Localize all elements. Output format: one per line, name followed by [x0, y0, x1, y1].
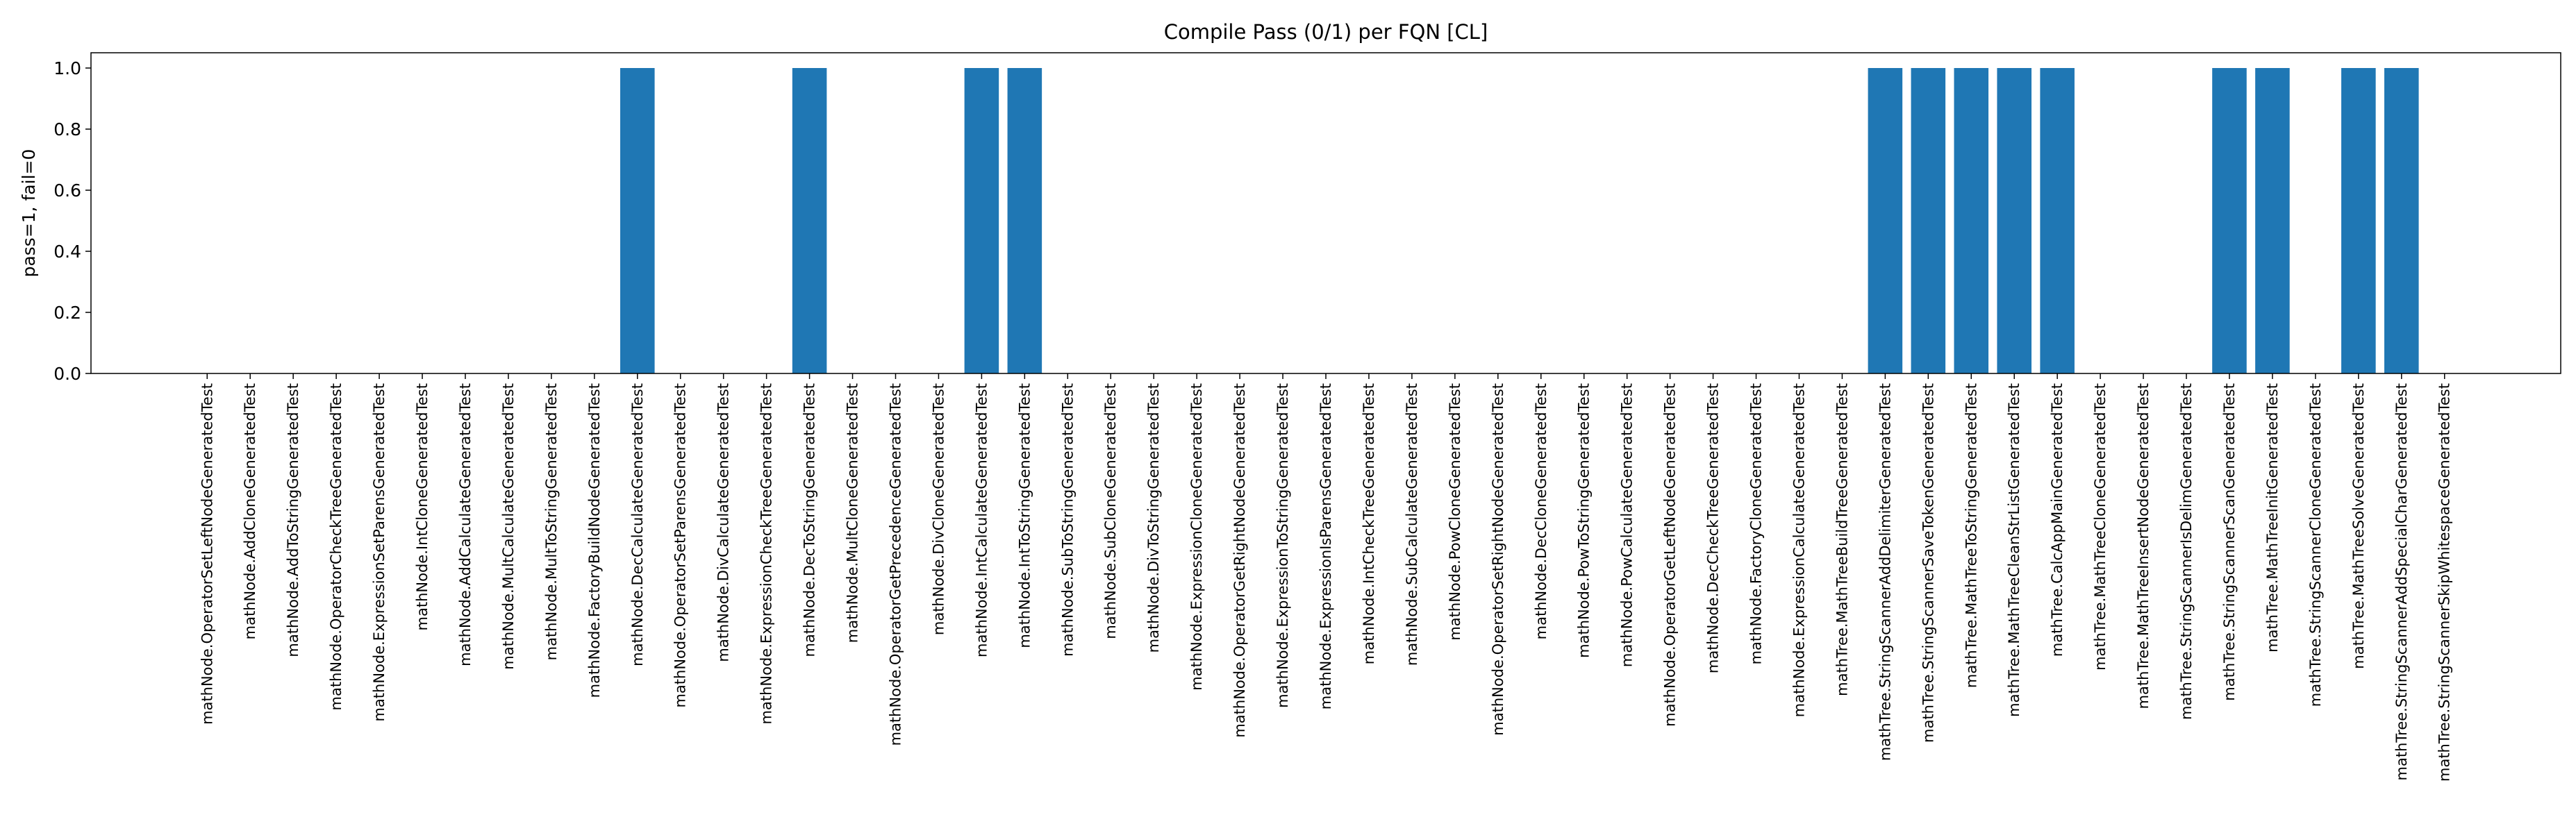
x-tick-label: mathNode.OperatorGetPrecedenceGeneratedT…: [887, 383, 904, 746]
x-tick-label: mathNode.DivCalculateGeneratedTest: [715, 383, 732, 662]
x-tick-label: mathNode.MultCloneGeneratedTest: [845, 383, 861, 643]
x-tick-label: mathNode.IntCloneGeneratedTest: [414, 383, 431, 630]
x-tick-label: mathTree.StringScannerAddDelimiterGenera…: [1877, 383, 1893, 761]
y-tick-label: 1.0: [53, 58, 81, 78]
x-tick-label: mathNode.IntCheckTreeGeneratedTest: [1361, 383, 1377, 664]
x-tick-label: mathNode.MultToStringGeneratedTest: [543, 383, 560, 660]
x-tick-label: mathTree.StringScannerCloneGeneratedTest: [2307, 383, 2324, 707]
bars-layer: [620, 68, 2419, 373]
x-tick-label: mathTree.StringScannerSaveTokenGenerated…: [1920, 383, 1936, 743]
y-tick-label: 0.6: [53, 180, 81, 201]
x-tick-label: mathNode.PowCalculateGeneratedTest: [1619, 383, 1636, 667]
bar-19: [964, 68, 999, 373]
x-tick-label: mathNode.AddCalculateGeneratedTest: [457, 383, 474, 666]
y-axis-ticks: 0.0 0.2 0.4 0.6 0.8 1.0: [53, 58, 91, 384]
y-tick-label: 0.0: [53, 364, 81, 384]
x-tick-label: mathNode.DivToStringGeneratedTest: [1145, 383, 1162, 653]
x-tick-label: mathTree.MathTreeCleanStrListGeneratedTe…: [2006, 383, 2022, 717]
x-tick-label: mathNode.AddCloneGeneratedTest: [242, 383, 258, 639]
x-tick-label: mathNode.ExpressionSetParensGeneratedTes…: [371, 383, 388, 722]
bar-52: [2384, 68, 2419, 373]
x-tick-label: mathNode.ExpressionCalculateGeneratedTes…: [1790, 383, 1807, 717]
x-tick-label: mathTree.MathTreeSolveGeneratedTest: [2350, 383, 2367, 669]
x-tick-label: mathTree.StringScannerIsDelimGeneratedTe…: [2178, 383, 2195, 720]
x-tick-label: mathNode.OperatorCheckTreeGeneratedTest: [328, 383, 344, 710]
x-tick-label: mathNode.OperatorSetLeftNodeGeneratedTes…: [199, 383, 215, 725]
x-axis-ticks: mathNode.OperatorSetLeftNodeGeneratedTes…: [199, 373, 2453, 782]
x-tick-label: mathTree.StringScannerAddSpecialCharGene…: [2393, 383, 2410, 780]
x-tick-label: mathNode.SubToStringGeneratedTest: [1059, 383, 1076, 657]
x-tick-label: mathTree.CalcAppMainGeneratedTest: [2049, 383, 2066, 657]
bar-43: [1997, 68, 2031, 373]
bar-15: [792, 68, 827, 373]
x-tick-label: mathNode.DecCloneGeneratedTest: [1533, 383, 1549, 639]
x-tick-label: mathNode.OperatorSetRightNodeGeneratedTe…: [1490, 383, 1506, 736]
x-tick-label: mathTree.StringScannerSkipWhitespaceGene…: [2436, 383, 2453, 782]
x-tick-label: mathNode.PowToStringGeneratedTest: [1576, 383, 1593, 658]
bar-42: [1954, 68, 1989, 373]
x-tick-label: mathNode.SubCalculateGeneratedTest: [1404, 383, 1420, 666]
y-axis-label: pass=1, fail=0: [19, 149, 39, 278]
x-tick-label: mathTree.MathTreeBuildTreeGeneratedTest: [1834, 383, 1850, 696]
y-tick-label: 0.4: [53, 242, 81, 262]
bar-40: [1868, 68, 1903, 373]
x-tick-label: mathTree.MathTreeToStringGeneratedTest: [1963, 383, 1979, 688]
x-tick-label: mathNode.ExpressionCheckTreeGeneratedTes…: [758, 383, 775, 724]
x-tick-label: mathNode.FactoryBuildNodeGeneratedTest: [586, 383, 603, 698]
chart-title: Compile Pass (0/1) per FQN [CL]: [1164, 20, 1488, 44]
bar-41: [1911, 68, 1946, 373]
x-tick-label: mathTree.MathTreeInitGeneratedTest: [2264, 383, 2281, 653]
bar-49: [2255, 68, 2290, 373]
x-tick-label: mathNode.DecCalculateGeneratedTest: [629, 383, 646, 666]
bar-48: [2212, 68, 2247, 373]
x-tick-label: mathNode.FactoryCloneGeneratedTest: [1748, 383, 1765, 664]
x-tick-label: mathNode.AddToStringGeneratedTest: [285, 383, 301, 657]
x-tick-label: mathNode.MultCalculateGeneratedTest: [500, 383, 517, 670]
y-tick-label: 0.8: [53, 119, 81, 140]
x-tick-label: mathNode.IntCalculateGeneratedTest: [973, 383, 990, 657]
x-tick-label: mathNode.ExpressionCloneGeneratedTest: [1188, 383, 1205, 691]
x-tick-label: mathNode.DivCloneGeneratedTest: [930, 383, 947, 635]
x-tick-label: mathTree.StringScannerScanGeneratedTest: [2221, 383, 2238, 701]
x-tick-label: mathNode.OperatorSetParensGeneratedTest: [672, 383, 689, 708]
bar-11: [620, 68, 655, 373]
y-tick-label: 0.2: [53, 303, 81, 323]
x-tick-label: mathNode.OperatorGetLeftNodeGeneratedTes…: [1662, 383, 1679, 727]
x-tick-label: mathNode.PowCloneGeneratedTest: [1447, 383, 1463, 641]
x-tick-label: mathNode.ExpressionIsParensGeneratedTest: [1318, 383, 1334, 709]
x-tick-label: mathNode.IntToStringGeneratedTest: [1016, 383, 1033, 648]
bar-20: [1007, 68, 1042, 373]
x-tick-label: mathNode.DecCheckTreeGeneratedTest: [1705, 383, 1722, 673]
bar-44: [2040, 68, 2075, 373]
x-tick-label: mathTree.MathTreeInsertNodeGeneratedTest: [2135, 383, 2152, 709]
x-tick-label: mathTree.MathTreeCloneGeneratedTest: [2092, 383, 2109, 671]
axes-frame: [90, 52, 2561, 374]
x-tick-label: mathNode.ExpressionToStringGeneratedTest: [1274, 383, 1291, 708]
x-tick-label: mathNode.DecToStringGeneratedTest: [801, 383, 818, 657]
x-tick-label: mathNode.SubCloneGeneratedTest: [1102, 383, 1119, 639]
bar-51: [2341, 68, 2376, 373]
x-tick-label: mathNode.OperatorGetRightNodeGeneratedTe…: [1231, 383, 1248, 738]
